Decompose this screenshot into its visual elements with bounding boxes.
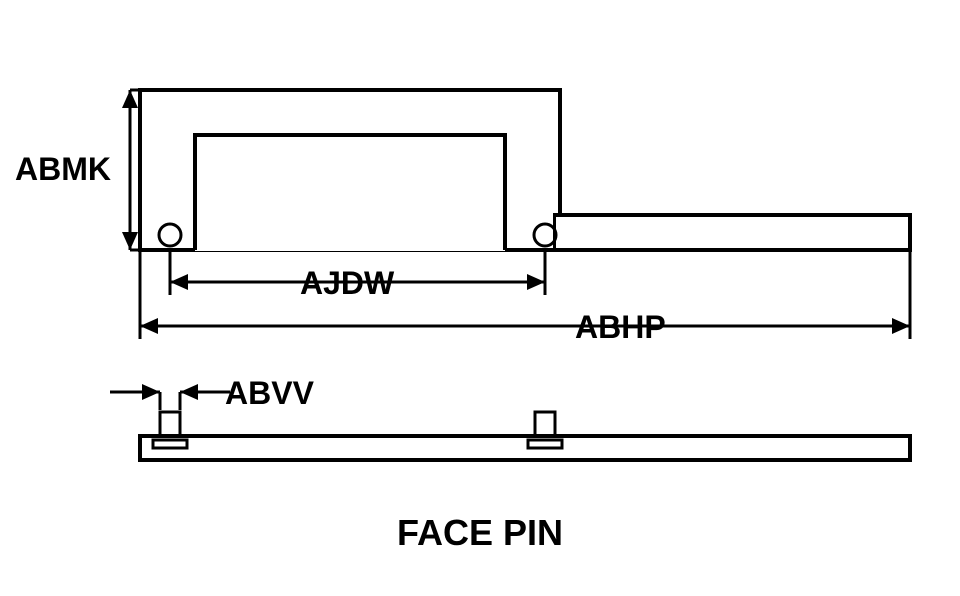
dim-label: ABHP [575,309,666,345]
top-view [140,90,910,251]
side-pin-2 [535,412,555,436]
dim-label: AJDW [300,265,395,301]
dim-label: ABMK [15,151,111,187]
face-pin-diagram: ABMK AJDW ABHP ABVV FACE PIN [0,0,960,596]
pin-hole-1 [159,224,181,246]
side-view [140,412,910,460]
diagram-title: FACE PIN [397,512,563,553]
pin-hole-2 [534,224,556,246]
side-pin-1 [160,412,180,436]
dim-label: ABVV [225,375,315,411]
